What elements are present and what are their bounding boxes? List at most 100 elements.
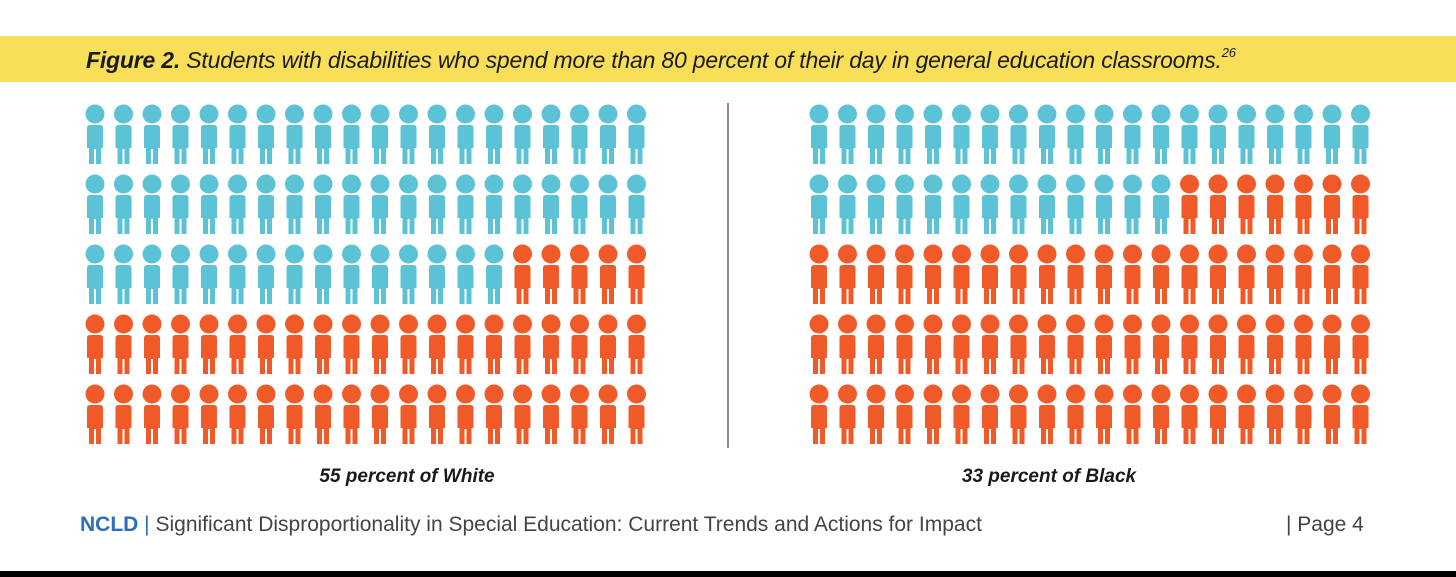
person-icon-remainder xyxy=(85,314,105,374)
person-icon-remainder xyxy=(1208,244,1228,304)
person-icon-remainder xyxy=(895,314,914,374)
person-icon-remainder xyxy=(1294,174,1313,234)
person-icon-highlighted xyxy=(541,104,561,164)
figure-label: Figure 2. xyxy=(86,47,181,73)
person-icon-remainder xyxy=(1066,384,1085,444)
person-icon-highlighted xyxy=(285,174,304,234)
person-icon-remainder xyxy=(1208,314,1228,374)
person-icon-highlighted xyxy=(256,104,276,164)
person-icon-remainder xyxy=(1094,384,1114,444)
person-icon-remainder xyxy=(1151,314,1171,374)
person-icon-highlighted xyxy=(114,104,133,164)
person-icon-remainder xyxy=(1208,384,1228,444)
person-icon-highlighted xyxy=(1322,104,1342,164)
person-icon-highlighted xyxy=(342,174,361,234)
person-icon-remainder xyxy=(1009,314,1028,374)
person-icon-highlighted xyxy=(285,244,304,304)
person-icon-remainder xyxy=(952,314,971,374)
person-icon-highlighted xyxy=(456,244,475,304)
person-icon-highlighted xyxy=(1151,104,1171,164)
person-icon-remainder xyxy=(285,314,304,374)
person-icon-remainder xyxy=(142,314,162,374)
person-icon-remainder xyxy=(1294,384,1313,444)
person-icon-highlighted xyxy=(370,104,390,164)
person-icon-remainder xyxy=(1265,174,1285,234)
person-icon-highlighted xyxy=(1151,174,1171,234)
person-icon-highlighted xyxy=(142,174,162,234)
person-icon-highlighted xyxy=(484,244,504,304)
person-icon-remainder xyxy=(1180,244,1199,304)
person-icon-highlighted xyxy=(1265,104,1285,164)
person-icon-highlighted xyxy=(256,244,276,304)
person-icon-remainder xyxy=(809,314,829,374)
person-icon-highlighted xyxy=(1037,174,1057,234)
person-icon-remainder xyxy=(809,384,829,444)
person-icon-remainder xyxy=(199,384,219,444)
person-icon-remainder xyxy=(1009,384,1028,444)
person-icon-highlighted xyxy=(1351,104,1370,164)
person-icon-remainder xyxy=(171,384,190,444)
person-icon-highlighted xyxy=(541,174,561,234)
person-icon-highlighted xyxy=(598,104,618,164)
person-icon-remainder xyxy=(570,244,589,304)
person-icon-remainder xyxy=(627,384,646,444)
person-icon-remainder xyxy=(399,384,418,444)
person-icon-remainder xyxy=(342,314,361,374)
person-icon-highlighted xyxy=(171,174,190,234)
person-icon-remainder xyxy=(285,384,304,444)
footer: NCLD | Significant Disproportionality in… xyxy=(80,513,982,537)
person-icon-highlighted xyxy=(399,174,418,234)
person-icon-highlighted xyxy=(171,104,190,164)
person-icon-remainder xyxy=(228,384,247,444)
person-icon-remainder xyxy=(838,244,857,304)
person-icon-remainder xyxy=(1322,384,1342,444)
person-icon-highlighted xyxy=(627,104,646,164)
person-icon-remainder xyxy=(1037,244,1057,304)
person-icon-remainder xyxy=(85,384,105,444)
person-icon-highlighted xyxy=(199,244,219,304)
person-icon-remainder xyxy=(114,314,133,374)
person-icon-highlighted xyxy=(1123,104,1142,164)
person-icon-remainder xyxy=(513,244,532,304)
person-icon-remainder xyxy=(1294,244,1313,304)
page-number: | Page 4 xyxy=(1286,513,1364,536)
person-icon-remainder xyxy=(570,314,589,374)
person-icon-remainder xyxy=(866,384,886,444)
person-icon-remainder xyxy=(627,244,646,304)
person-icon-remainder xyxy=(1265,314,1285,374)
person-icon-remainder xyxy=(980,314,1000,374)
person-icon-remainder xyxy=(980,384,1000,444)
person-icon-remainder xyxy=(570,384,589,444)
person-icon-highlighted xyxy=(484,104,504,164)
person-icon-highlighted xyxy=(1009,174,1028,234)
figure-caption: Students with disabilities who spend mor… xyxy=(186,47,1222,73)
person-icon-remainder xyxy=(598,244,618,304)
person-icon-highlighted xyxy=(980,174,1000,234)
brand-logo-text: NCLD xyxy=(80,513,139,536)
person-icon-highlighted xyxy=(1123,174,1142,234)
person-icon-remainder xyxy=(342,384,361,444)
person-icon-remainder xyxy=(838,314,857,374)
person-icon-highlighted xyxy=(399,244,418,304)
person-icon-remainder xyxy=(923,384,943,444)
person-icon-remainder xyxy=(427,314,447,374)
person-icon-remainder xyxy=(1322,314,1342,374)
person-icon-highlighted xyxy=(370,244,390,304)
figure-banner: Figure 2. Students with disabilities who… xyxy=(0,36,1456,82)
footnote-marker: 26 xyxy=(1221,45,1236,61)
person-icon-highlighted xyxy=(513,104,532,164)
person-icon-remainder xyxy=(1265,384,1285,444)
person-icon-highlighted xyxy=(570,174,589,234)
person-icon-highlighted xyxy=(1066,104,1085,164)
person-icon-highlighted xyxy=(513,174,532,234)
person-icon-remainder xyxy=(1037,314,1057,374)
person-icon-remainder xyxy=(1123,244,1142,304)
person-icon-remainder xyxy=(1237,384,1256,444)
footer-separator: | xyxy=(144,513,150,536)
person-icon-remainder xyxy=(923,244,943,304)
person-icon-highlighted xyxy=(484,174,504,234)
person-icon-remainder xyxy=(1123,384,1142,444)
person-icon-remainder xyxy=(142,384,162,444)
person-icon-highlighted xyxy=(980,104,1000,164)
person-icon-highlighted xyxy=(952,174,971,234)
